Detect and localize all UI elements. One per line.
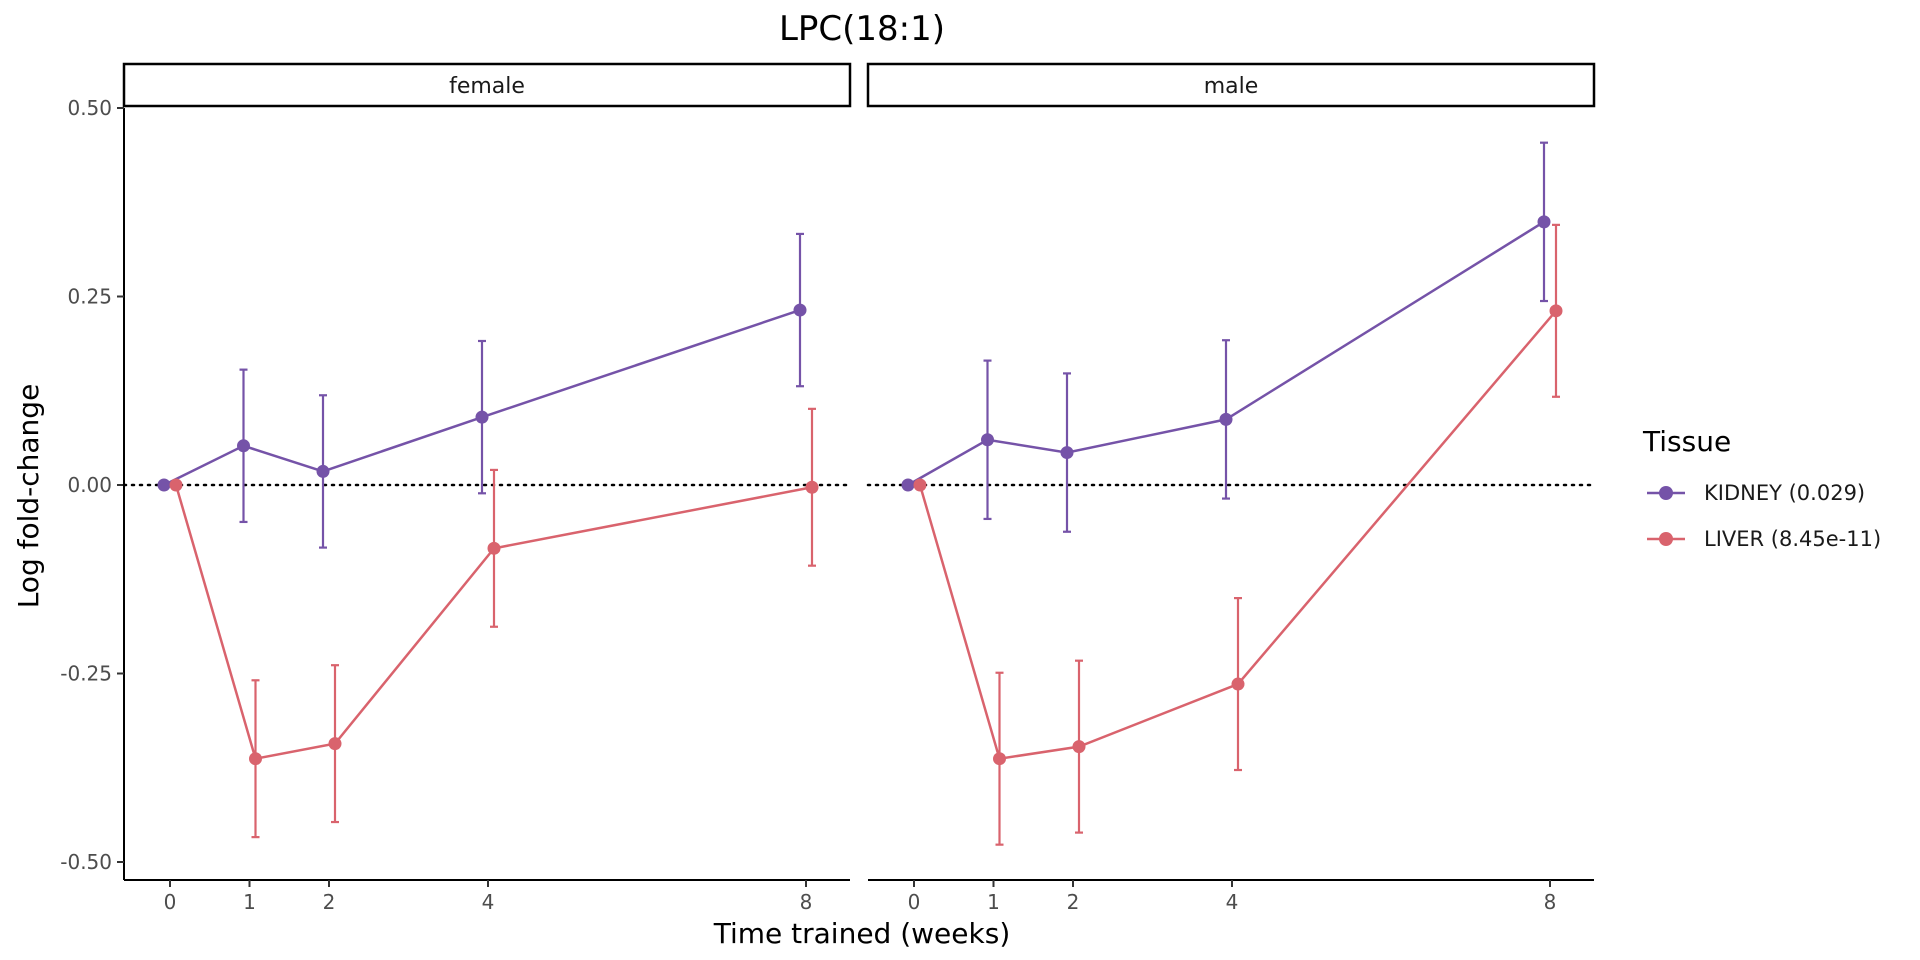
x-tick-label: 4 (482, 890, 495, 914)
legend-key-dot (1659, 532, 1673, 546)
x-tick-label: 1 (243, 890, 256, 914)
strip-box (866, 62, 1596, 108)
series-kidney (901, 141, 1551, 533)
legend-label: LIVER (8.45e-11) (1704, 527, 1881, 551)
chart-title: LPC(18:1) (779, 9, 945, 49)
x-tick-label: 0 (164, 890, 177, 914)
data-point (157, 478, 171, 492)
panels: female -0.50 -0.25 0.00 0.25 0.50 0 1 2 4 8 male 0 1 2… (60, 62, 1596, 914)
y-tick-label: 0.50 (67, 96, 112, 120)
panel-female: female -0.50 -0.25 0.00 0.25 0.50 0 1 2 4 8 (60, 62, 852, 914)
data-point (1219, 412, 1233, 426)
series-kidney (157, 232, 807, 549)
data-point (316, 464, 330, 478)
legend-key-dot (1659, 486, 1673, 500)
data-point (1549, 304, 1563, 318)
y-tick-label: 0.00 (67, 473, 112, 497)
data-point (793, 303, 807, 317)
strip-label: female (449, 74, 525, 99)
data-point (1060, 446, 1074, 460)
data-point (249, 752, 262, 766)
data-point (169, 478, 183, 492)
panel-male: male 0 1 2 4 8 (866, 62, 1596, 914)
x-tick-label: 0 (908, 890, 921, 914)
data-point (1537, 215, 1551, 229)
x-axis-title: Time trained (weeks) (713, 917, 1011, 950)
data-point (993, 752, 1006, 766)
strip-label: male (1204, 74, 1259, 99)
y-tick-label: -0.25 (60, 662, 112, 686)
legend: Tissue KIDNEY (0.029) LIVER (8.45e-11) (1642, 425, 1881, 551)
x-tick-label: 8 (800, 890, 813, 914)
data-point (901, 478, 915, 492)
data-point (1231, 677, 1245, 691)
legend-label: KIDNEY (0.029) (1704, 481, 1865, 505)
legend-title: Tissue (1642, 425, 1731, 458)
y-tick-label: -0.50 (60, 850, 112, 874)
y-axis-title: Log fold-change (12, 384, 45, 609)
x-tick-label: 2 (1067, 890, 1080, 914)
data-point (475, 410, 489, 424)
data-point (237, 439, 250, 453)
data-point (1072, 740, 1086, 754)
series-liver (913, 223, 1563, 846)
x-tick-label: 4 (1226, 890, 1239, 914)
x-tick-label: 1 (987, 890, 1000, 914)
data-point (913, 478, 927, 492)
data-point (328, 737, 342, 751)
x-tick-label: 2 (323, 890, 336, 914)
x-tick-label: 8 (1544, 890, 1557, 914)
y-tick-label: 0.25 (67, 285, 112, 309)
data-point (805, 480, 819, 494)
series-liver (169, 407, 819, 839)
strip-box (122, 62, 852, 108)
data-point (981, 433, 994, 447)
data-point (487, 541, 501, 555)
